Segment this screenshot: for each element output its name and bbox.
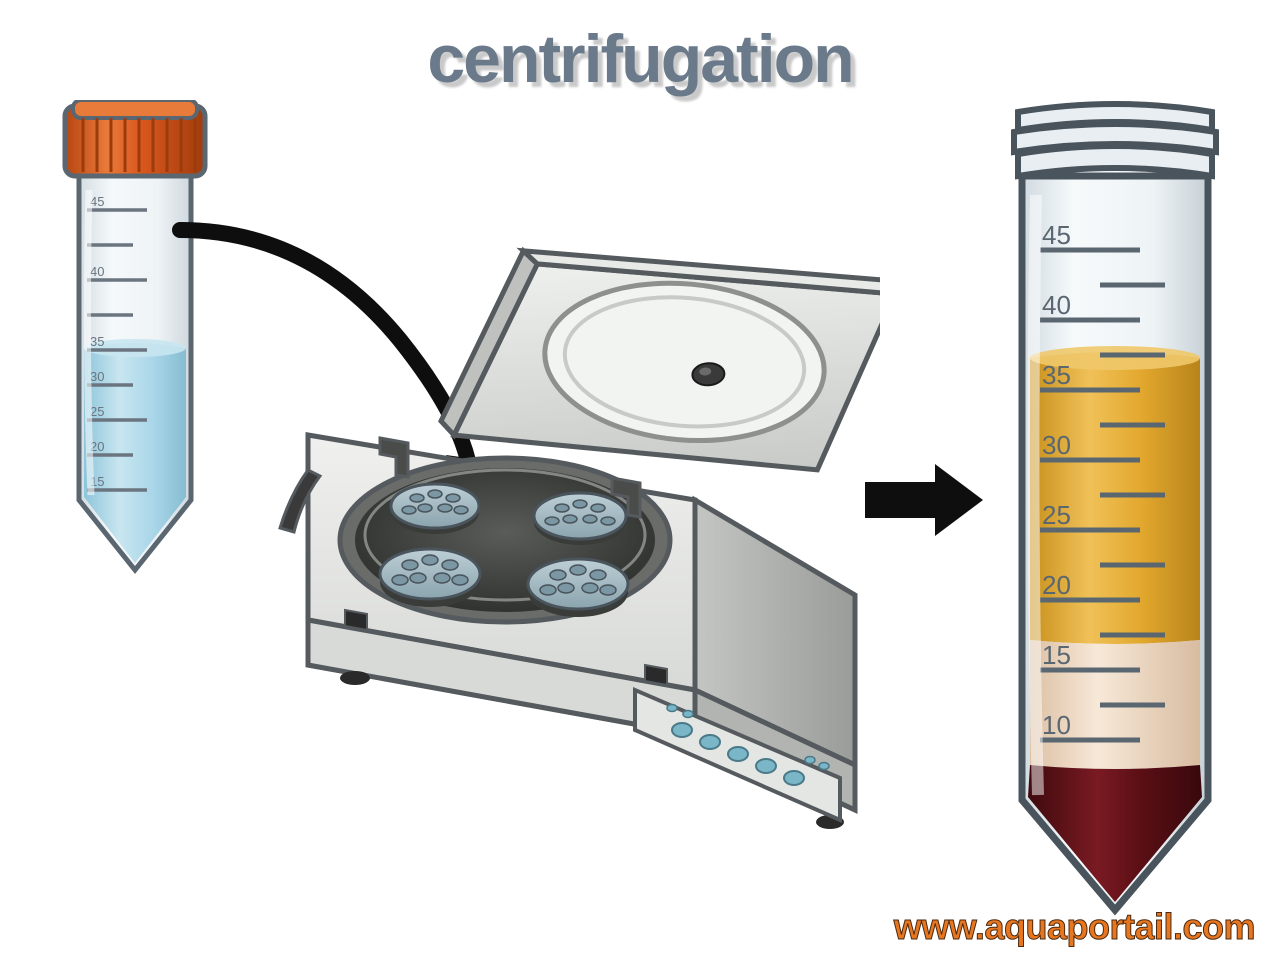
svg-text:35: 35 [1042, 360, 1071, 390]
output-tube: 45 40 35 30 25 20 15 10 [980, 100, 1250, 930]
tube-neck-icon [1014, 104, 1216, 176]
svg-text:45: 45 [1042, 220, 1071, 250]
svg-text:35: 35 [90, 334, 104, 349]
svg-text:15: 15 [1042, 640, 1071, 670]
centrifuge-foot-icon [340, 671, 370, 685]
centrifuge-lid [430, 225, 880, 496]
svg-text:20: 20 [1042, 570, 1071, 600]
svg-text:10: 10 [1042, 710, 1071, 740]
page-title: centrifugation [427, 20, 852, 98]
straight-arrow-icon [865, 460, 985, 540]
svg-text:25: 25 [1042, 500, 1071, 530]
tube-cap-icon [65, 100, 205, 176]
svg-text:30: 30 [1042, 430, 1071, 460]
svg-text:30: 30 [90, 369, 104, 384]
svg-text:25: 25 [90, 404, 104, 419]
watermark-text: www.aquaportail.com [894, 906, 1255, 948]
centrifuge-machine [260, 170, 880, 850]
svg-text:40: 40 [90, 264, 104, 279]
svg-text:40: 40 [1042, 290, 1071, 320]
